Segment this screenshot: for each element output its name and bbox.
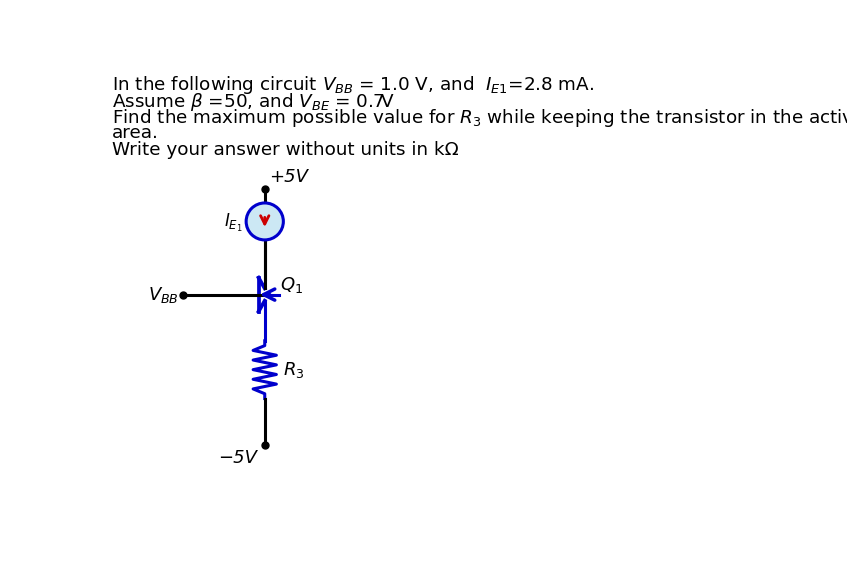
Text: −5V: −5V — [218, 448, 257, 466]
Text: +5V: +5V — [269, 168, 308, 186]
Text: $Q_1$: $Q_1$ — [280, 275, 303, 296]
Text: In the following circuit $V_{BB}$ = 1.0 V, and  $I_{E1}$=2.8 mA.: In the following circuit $V_{BB}$ = 1.0 … — [112, 74, 594, 96]
Text: $R_3$: $R_3$ — [283, 360, 304, 380]
Text: Find the maximum possible value for $R_3$ while keeping the transistor in the ac: Find the maximum possible value for $R_3… — [112, 107, 847, 129]
Text: Write your answer without units in kΩ: Write your answer without units in kΩ — [112, 142, 459, 160]
Text: Assume $\beta$ =50, and $V_{BE}$ = 0.7V: Assume $\beta$ =50, and $V_{BE}$ = 0.7V — [112, 90, 396, 112]
Circle shape — [246, 203, 284, 240]
Text: $I_{E_1}$: $I_{E_1}$ — [224, 212, 243, 234]
Text: $V_{BB}$: $V_{BB}$ — [148, 284, 180, 305]
Text: area.: area. — [112, 124, 159, 142]
